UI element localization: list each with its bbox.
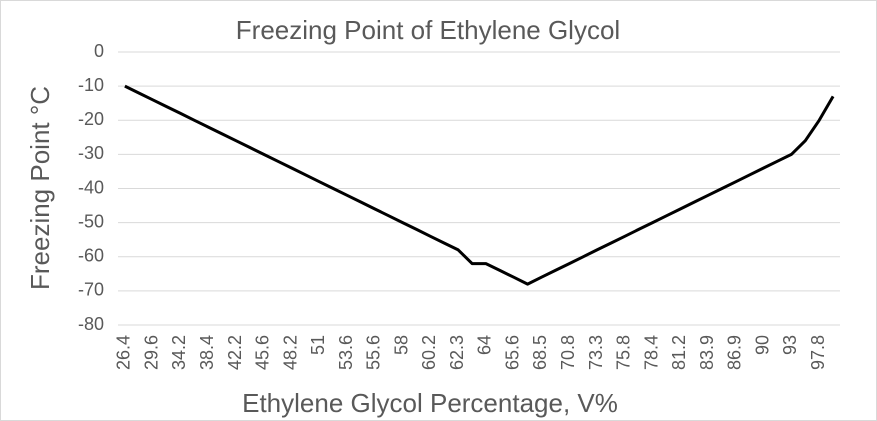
y-tick-label: -50 bbox=[78, 211, 104, 231]
x-tick-label: 62.3 bbox=[447, 335, 467, 370]
x-tick-label: 64 bbox=[475, 335, 495, 355]
y-tick-label: -20 bbox=[78, 109, 104, 129]
x-tick-label: 70.8 bbox=[558, 335, 578, 370]
x-tick-label: 60.2 bbox=[419, 335, 439, 370]
x-tick-label: 42.2 bbox=[225, 335, 245, 370]
x-tick-label: 83.9 bbox=[697, 335, 717, 370]
x-tick-label: 53.6 bbox=[336, 335, 356, 370]
x-tick-label: 55.6 bbox=[364, 335, 384, 370]
x-tick-label: 45.6 bbox=[253, 335, 273, 370]
x-tick-label: 73.3 bbox=[586, 335, 606, 370]
x-axis-title: Ethylene Glycol Percentage, V% bbox=[242, 388, 618, 418]
chart-title: Freezing Point of Ethylene Glycol bbox=[236, 15, 620, 45]
y-axis-title: Freezing Point °C bbox=[25, 86, 55, 290]
y-tick-label: -30 bbox=[78, 143, 104, 163]
x-tick-label: 38.4 bbox=[197, 335, 217, 370]
x-tick-label: 58 bbox=[391, 335, 411, 355]
x-tick-label: 51 bbox=[308, 335, 328, 355]
y-tick-label: -10 bbox=[78, 75, 104, 95]
y-tick-label: 0 bbox=[94, 41, 104, 61]
x-tick-label: 78.4 bbox=[641, 335, 661, 370]
y-tick-label: -80 bbox=[78, 314, 104, 334]
y-tick-label: -40 bbox=[78, 177, 104, 197]
x-tick-label: 65.6 bbox=[502, 335, 522, 370]
data-line bbox=[124, 84, 835, 286]
x-tick-label: 34.2 bbox=[169, 335, 189, 370]
y-tick-label: -70 bbox=[78, 280, 104, 300]
x-tick-label: 26.4 bbox=[114, 335, 134, 370]
x-tick-label: 68.5 bbox=[530, 335, 550, 370]
x-tick-label: 97.8 bbox=[808, 335, 828, 370]
x-tick-label: 90 bbox=[752, 335, 772, 355]
x-tick-label: 48.2 bbox=[280, 335, 300, 370]
x-tick-label: 93 bbox=[780, 335, 800, 355]
x-tick-label: 81.2 bbox=[669, 335, 689, 370]
y-tick-label: -60 bbox=[78, 246, 104, 266]
x-tick-label: 29.6 bbox=[141, 335, 161, 370]
x-tick-label: 86.9 bbox=[725, 335, 745, 370]
x-tick-label: 75.8 bbox=[614, 335, 634, 370]
